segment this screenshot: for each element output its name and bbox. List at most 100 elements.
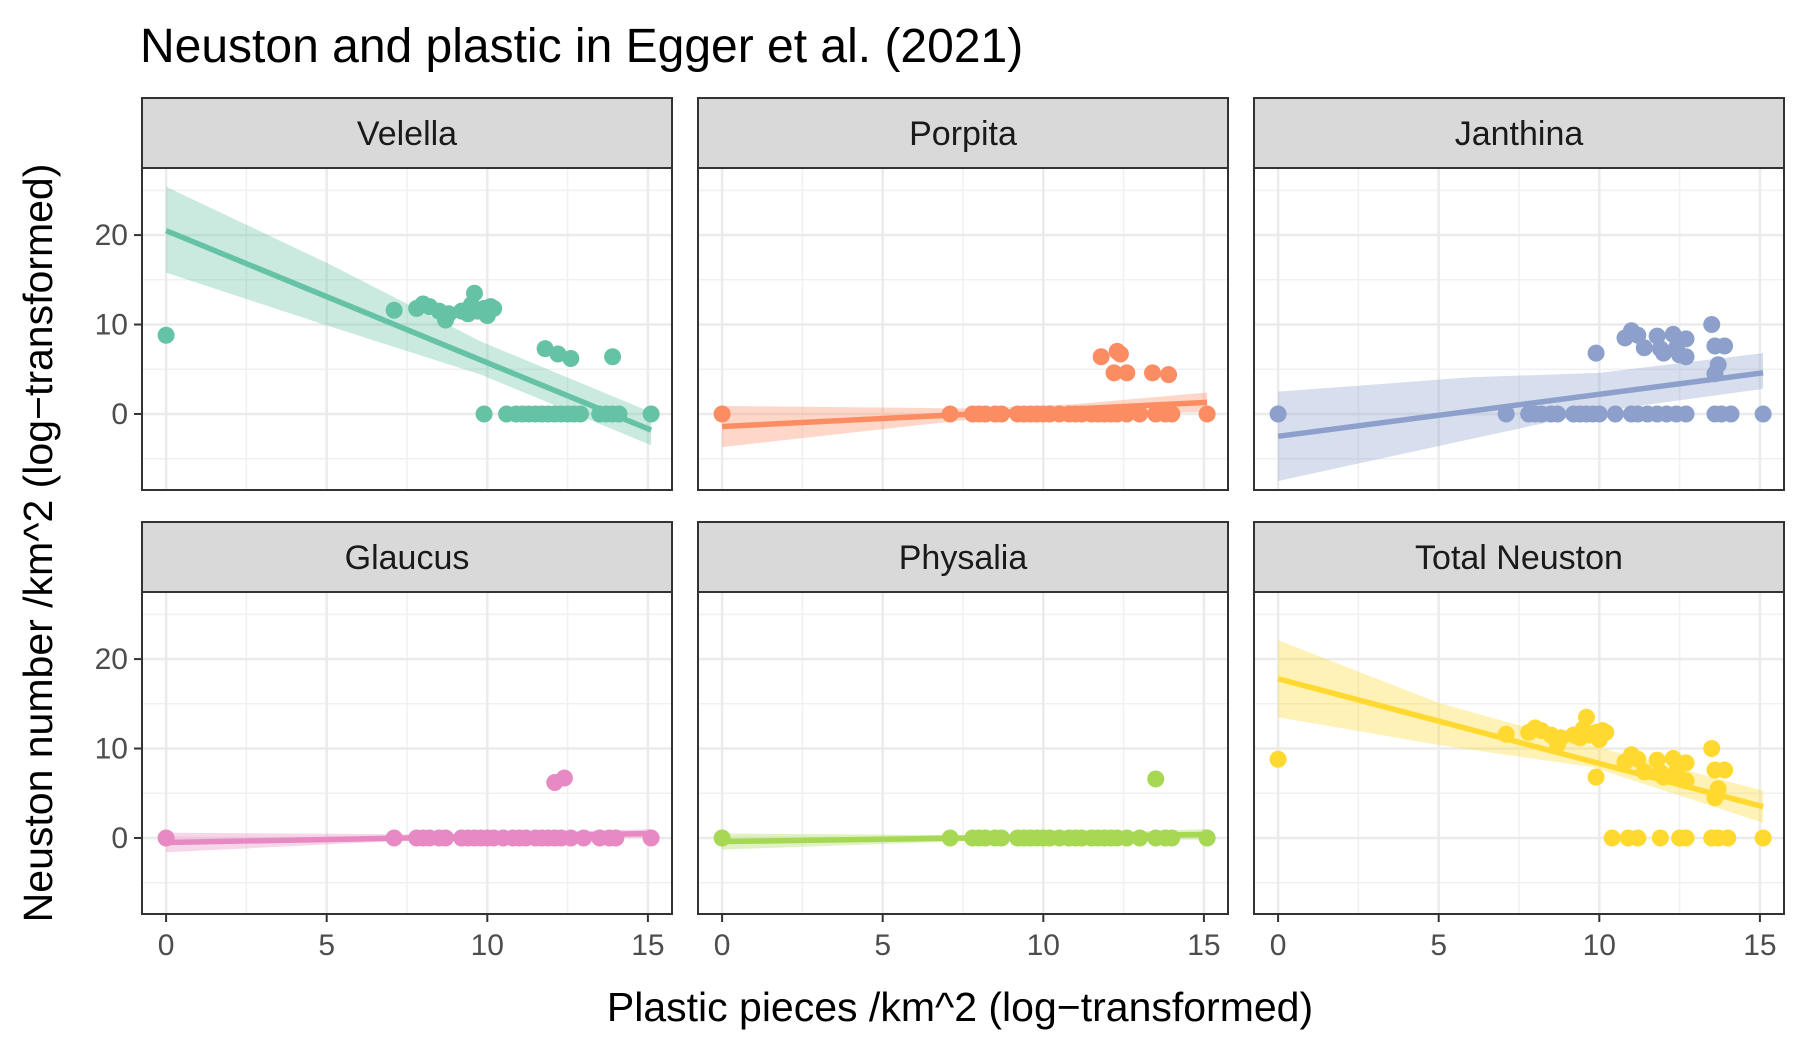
data-point: [1754, 405, 1772, 423]
strip-label: Janthina: [1455, 115, 1584, 153]
data-point: [1677, 405, 1695, 423]
data-point: [1144, 364, 1162, 382]
data-point: [1722, 405, 1740, 423]
data-point: [993, 829, 1011, 847]
data-point: [1629, 750, 1647, 768]
data-point: [941, 829, 959, 847]
data-point: [1131, 405, 1149, 423]
data-point: [1664, 325, 1682, 343]
data-point: [385, 301, 403, 319]
data-point: [1664, 749, 1682, 767]
data-point: [941, 405, 959, 423]
data-point: [1198, 405, 1216, 423]
data-point: [1655, 344, 1673, 362]
data-point: [1606, 405, 1624, 423]
data-point: [1497, 405, 1515, 423]
x-axis-title: Plastic pieces /km^2 (log−transformed): [607, 984, 1313, 1030]
panel-border: [1253, 591, 1785, 915]
data-point: [1703, 740, 1721, 758]
data-point: [1111, 345, 1129, 363]
data-point: [1269, 750, 1287, 768]
chart-title: Neuston and plastic in Egger et al. (202…: [140, 20, 1023, 73]
y-tick-label: 0: [111, 398, 128, 431]
data-point: [1655, 768, 1673, 786]
data-point: [604, 348, 622, 366]
data-point: [157, 829, 175, 847]
data-point: [575, 829, 593, 847]
data-point: [1269, 405, 1287, 423]
x-tick-label: 5: [318, 929, 335, 962]
data-point: [1677, 348, 1695, 366]
facet-porpita: Porpita: [697, 97, 1229, 491]
facet-physalia: Physalia 0 5 10 15: [697, 521, 1229, 962]
panel-border: [141, 167, 673, 491]
x-tick-label: 15: [1187, 929, 1220, 962]
y-tick-label: 0: [111, 822, 128, 855]
data-point: [1719, 829, 1737, 847]
data-point: [1105, 364, 1123, 382]
data-point: [1577, 708, 1595, 726]
data-point: [607, 829, 625, 847]
strip-label: Physalia: [899, 539, 1028, 577]
facet-total-neuston: Total Neuston 0 5 10 15: [1253, 521, 1785, 962]
data-point: [440, 305, 458, 323]
data-point: [465, 284, 483, 302]
strip-label: Velella: [357, 115, 457, 153]
data-point: [713, 829, 731, 847]
y-tick-label: 10: [95, 309, 128, 342]
data-point: [485, 299, 503, 317]
data-point: [1706, 789, 1724, 807]
strip-background: [141, 97, 673, 169]
facet-velella: Velella 0 10 20: [95, 97, 673, 491]
data-point: [1629, 829, 1647, 847]
data-point: [385, 829, 403, 847]
data-point: [475, 405, 493, 423]
data-point: [571, 405, 589, 423]
y-tick-label: 20: [95, 643, 128, 676]
data-point: [1160, 366, 1178, 384]
data-point: [549, 345, 567, 363]
regression-line: [1277, 370, 1764, 440]
strip-background: [1253, 97, 1785, 169]
data-point: [1716, 761, 1734, 779]
data-point: [1587, 344, 1605, 362]
data-point: [1706, 365, 1724, 383]
x-tick-label: 0: [1270, 929, 1287, 962]
x-tick-label: 15: [631, 929, 664, 962]
strip-label: Total Neuston: [1415, 539, 1623, 577]
confidence-band: [1278, 353, 1764, 482]
data-point: [562, 350, 580, 368]
y-tick-label: 10: [95, 733, 128, 766]
data-point: [1198, 829, 1216, 847]
data-point: [1597, 723, 1615, 741]
regression-line: [165, 228, 653, 433]
data-point: [562, 829, 580, 847]
x-tick-label: 0: [714, 929, 731, 962]
facet-glaucus: Glaucus 0 10 20 0 5 10 15: [95, 521, 673, 962]
x-tick-label: 10: [1583, 929, 1616, 962]
y-axis-title: Neuston number /km^2 (log−transformed): [15, 164, 61, 923]
data-point: [1118, 364, 1136, 382]
strip-label: Porpita: [909, 115, 1017, 153]
data-point: [642, 829, 660, 847]
x-tick-label: 0: [158, 929, 175, 962]
data-point: [437, 829, 455, 847]
data-point: [1677, 330, 1695, 348]
panel-border: [1253, 167, 1785, 491]
data-point: [1629, 326, 1647, 344]
data-point: [1603, 829, 1621, 847]
data-point: [1587, 768, 1605, 786]
x-tick-label: 5: [874, 929, 891, 962]
data-point: [1118, 829, 1136, 847]
data-point: [1552, 729, 1570, 747]
strip-background: [697, 97, 1229, 169]
data-point: [1716, 337, 1734, 355]
data-point: [1590, 405, 1608, 423]
facet-panels: Velella 0 10 20 Porpita Janthina Glaucus 0 10 20 0…: [95, 97, 1785, 962]
data-point: [1754, 829, 1772, 847]
data-point: [993, 405, 1011, 423]
data-point: [1163, 405, 1181, 423]
data-point: [1092, 348, 1110, 366]
strip-label: Glaucus: [345, 539, 470, 577]
